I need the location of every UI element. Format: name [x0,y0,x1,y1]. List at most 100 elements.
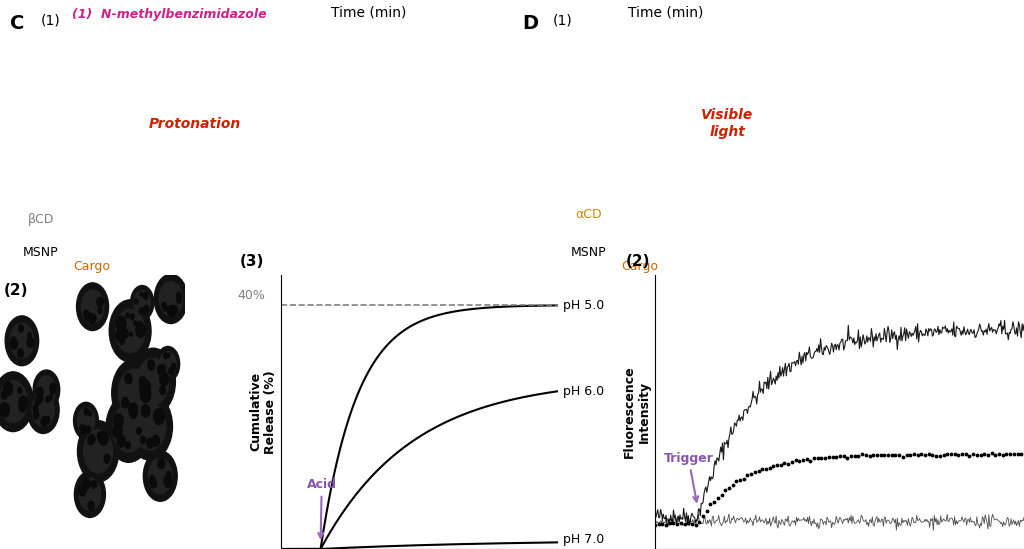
Circle shape [122,329,128,338]
Circle shape [130,313,134,320]
Circle shape [5,316,39,366]
Circle shape [150,361,154,369]
Circle shape [116,316,126,331]
Circle shape [130,332,132,337]
Circle shape [80,484,87,494]
Circle shape [33,405,38,412]
Circle shape [160,372,168,384]
Circle shape [126,442,130,449]
Text: 40%: 40% [238,289,265,302]
Text: Visible
light: Visible light [700,108,754,139]
Circle shape [85,426,90,433]
Circle shape [140,293,142,296]
Circle shape [1,391,7,399]
Circle shape [125,373,132,384]
Circle shape [126,313,129,318]
Circle shape [0,381,27,423]
Circle shape [85,479,90,488]
Circle shape [164,353,168,359]
Circle shape [139,309,143,314]
Circle shape [134,403,166,450]
Y-axis label: Cumulative
Release (%): Cumulative Release (%) [249,370,278,453]
Circle shape [137,358,169,405]
Circle shape [156,346,179,382]
Circle shape [134,299,138,304]
Circle shape [176,292,181,299]
Circle shape [49,395,52,400]
Text: (3): (3) [240,254,264,269]
Circle shape [169,367,174,375]
Circle shape [89,314,95,323]
Circle shape [146,438,154,448]
Circle shape [120,337,125,344]
Circle shape [89,434,95,444]
Circle shape [160,352,176,376]
Circle shape [139,377,146,386]
Circle shape [74,402,98,439]
Circle shape [155,274,187,323]
Text: Time (min): Time (min) [628,5,703,20]
Text: (1): (1) [553,14,572,28]
Circle shape [83,479,90,489]
Circle shape [131,348,175,414]
Circle shape [28,386,59,434]
Circle shape [167,353,170,357]
Circle shape [51,388,55,395]
Circle shape [110,300,151,362]
Circle shape [164,305,167,311]
Text: MSNP: MSNP [24,246,58,259]
Circle shape [134,290,151,315]
Circle shape [41,417,47,426]
Circle shape [19,402,26,412]
Circle shape [113,424,122,438]
Circle shape [139,379,151,395]
Circle shape [77,283,109,330]
Circle shape [27,338,34,348]
Text: pH 6.0: pH 6.0 [563,385,604,397]
Text: pH 7.0: pH 7.0 [563,533,604,546]
Circle shape [47,396,50,402]
Circle shape [84,430,113,473]
Circle shape [141,307,146,315]
Circle shape [116,417,121,424]
Circle shape [50,383,56,392]
Circle shape [86,426,91,433]
Circle shape [17,388,22,394]
Circle shape [4,382,12,395]
Circle shape [98,308,102,313]
Text: (2): (2) [626,254,650,269]
Circle shape [0,402,9,417]
Circle shape [79,485,86,496]
Circle shape [10,323,34,358]
Circle shape [152,435,160,446]
Circle shape [45,416,50,423]
Circle shape [143,293,147,299]
Circle shape [144,305,148,312]
Circle shape [77,408,94,434]
Circle shape [143,451,177,501]
Circle shape [112,359,157,427]
Circle shape [160,386,165,395]
Circle shape [116,329,124,341]
Circle shape [18,396,28,409]
Circle shape [46,396,49,402]
Circle shape [32,393,54,427]
Text: Protonation: Protonation [148,116,241,131]
Circle shape [127,393,172,460]
Circle shape [129,403,137,416]
Text: βCD: βCD [28,213,54,226]
Circle shape [80,425,84,430]
Circle shape [148,458,172,494]
Circle shape [99,432,109,445]
Circle shape [17,349,24,357]
Text: (1)  N-methylbenzimidazole: (1) N-methylbenzimidazole [72,8,266,21]
Circle shape [113,405,144,452]
Circle shape [160,282,182,316]
Circle shape [11,337,16,345]
Circle shape [137,321,142,330]
Circle shape [134,321,136,325]
Text: MSNP: MSNP [571,246,606,259]
Circle shape [158,458,165,469]
Text: Cargo: Cargo [622,260,658,273]
Circle shape [116,305,142,345]
